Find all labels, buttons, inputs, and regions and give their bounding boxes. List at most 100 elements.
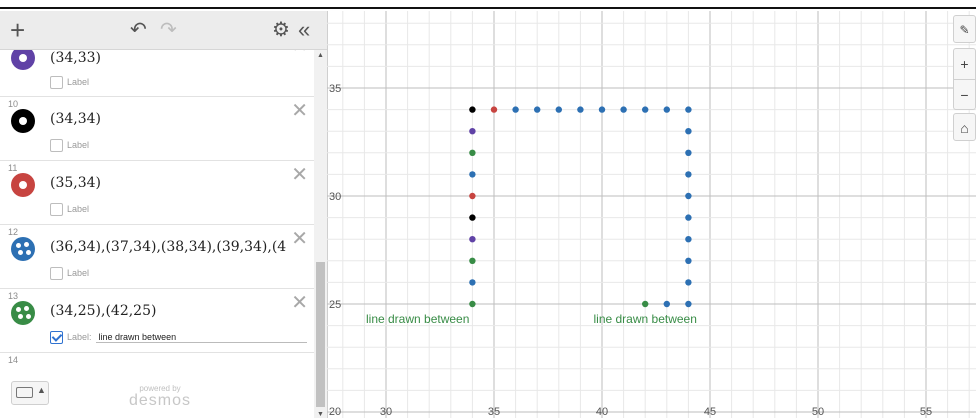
graph-point bbox=[642, 300, 649, 308]
x-tick-label: 50 bbox=[812, 406, 824, 418]
expression-index: 10 bbox=[8, 99, 19, 109]
zoom-out-icon[interactable]: − bbox=[960, 87, 969, 103]
point-label: line drawn between bbox=[366, 312, 469, 326]
x-tick-label: 20 bbox=[329, 406, 341, 418]
label-checkbox[interactable] bbox=[50, 76, 63, 89]
graph-point bbox=[469, 236, 476, 243]
label-text: Label bbox=[67, 76, 90, 87]
top-border bbox=[0, 0, 976, 9]
scroll-down-icon[interactable]: ▼ bbox=[317, 411, 324, 418]
graph-point bbox=[642, 106, 649, 113]
gear-icon[interactable]: ⚙ bbox=[272, 19, 290, 41]
graph-point bbox=[685, 106, 692, 113]
graph-point bbox=[555, 106, 562, 113]
graph-point bbox=[685, 279, 692, 286]
expression-input[interactable]: (35,34) bbox=[50, 175, 102, 191]
scrollbar[interactable]: ▲ ▼ bbox=[314, 50, 327, 418]
graph-point bbox=[490, 106, 498, 113]
close-icon[interactable]: ✕ bbox=[291, 100, 308, 122]
expression-input[interactable]: (34,25),(42,25) bbox=[50, 303, 157, 319]
graph-point bbox=[685, 236, 692, 243]
color-swatch-icon[interactable] bbox=[11, 109, 35, 133]
label-option[interactable]: Label: line drawn between bbox=[50, 331, 307, 344]
graph-point bbox=[598, 106, 606, 113]
graph-point bbox=[469, 106, 476, 113]
label-checkbox[interactable] bbox=[50, 139, 63, 152]
point-label: line drawn between bbox=[593, 312, 696, 326]
color-swatch-icon[interactable] bbox=[11, 173, 35, 197]
label-option[interactable]: Label bbox=[50, 76, 89, 89]
graph-point bbox=[469, 171, 476, 178]
graph-point bbox=[469, 214, 476, 221]
zoom-in-icon[interactable]: + bbox=[954, 49, 975, 80]
graph-point bbox=[663, 106, 670, 113]
close-icon[interactable]: ✕ bbox=[291, 292, 308, 314]
expression-row[interactable]: 13 (34,25),(42,25) ✕ Label: line drawn be… bbox=[0, 289, 314, 353]
expression-input[interactable]: (34,34) bbox=[50, 111, 102, 127]
collapse-icon[interactable]: « bbox=[298, 17, 311, 42]
expression-index: 11 bbox=[8, 163, 18, 173]
label-checkbox[interactable] bbox=[50, 331, 63, 344]
label-option[interactable]: Label bbox=[50, 203, 89, 216]
label-checkbox[interactable] bbox=[50, 267, 63, 280]
graph-canvas[interactable]: 20 30 35 40 45 50 55 35 30 25 line drawn between li… bbox=[327, 11, 976, 418]
label-text: Label bbox=[67, 267, 90, 278]
scrollbar-thumb[interactable] bbox=[316, 262, 325, 407]
y-tick-label: 30 bbox=[329, 191, 341, 203]
expression-index: 12 bbox=[8, 227, 19, 237]
expression-row[interactable]: 11 (35,34) ✕ Label bbox=[0, 161, 314, 225]
expression-row[interactable]: 10 (34,34) ✕ Label bbox=[0, 97, 314, 161]
graph-point bbox=[620, 106, 627, 113]
x-tick-label: 45 bbox=[704, 406, 716, 418]
expression-row[interactable]: 14 bbox=[0, 353, 314, 418]
graph-point bbox=[534, 106, 541, 113]
desmos-logo[interactable]: desmos bbox=[128, 392, 192, 409]
close-icon[interactable]: ✕ bbox=[291, 228, 308, 250]
label-text: Label bbox=[67, 203, 90, 214]
expression-list: (34,33) ✕ Label 10 (34,34) ✕ Label 11 (3… bbox=[0, 50, 314, 418]
graph-point bbox=[469, 279, 476, 286]
caret-up-icon: ▲ bbox=[37, 385, 46, 395]
label-option[interactable]: Label bbox=[50, 267, 89, 280]
graph-point bbox=[469, 300, 476, 308]
x-tick-label: 30 bbox=[380, 406, 392, 418]
scroll-up-icon[interactable]: ▲ bbox=[317, 52, 324, 59]
expression-input[interactable]: (34,33) bbox=[50, 50, 102, 66]
x-tick-label: 55 bbox=[920, 406, 932, 418]
graph-point bbox=[469, 192, 476, 200]
zoom-controls: + − bbox=[953, 48, 976, 110]
expression-index: 13 bbox=[8, 291, 19, 301]
expression-toolbar: + ↶ ↷ ⚙ « bbox=[0, 11, 327, 50]
graph-point bbox=[685, 128, 692, 135]
graph-point bbox=[685, 149, 692, 156]
expression-input[interactable]: (36,34),(37,34),(38,34),(39,34),(40,3 bbox=[50, 239, 286, 255]
keyboard-button[interactable]: ▲ bbox=[11, 381, 49, 405]
color-swatch-icon[interactable] bbox=[11, 50, 35, 70]
x-tick-label: 40 bbox=[596, 406, 608, 418]
close-icon[interactable]: ✕ bbox=[291, 50, 308, 56]
label-option[interactable]: Label bbox=[50, 139, 89, 152]
graph-settings-button[interactable]: ✎ bbox=[953, 15, 976, 43]
color-swatch-icon[interactable] bbox=[11, 237, 35, 261]
graph-point bbox=[685, 171, 692, 178]
graph-point bbox=[663, 300, 670, 308]
expression-index: 14 bbox=[8, 355, 19, 365]
redo-icon[interactable]: ↷ bbox=[160, 19, 177, 41]
graph-point bbox=[512, 106, 519, 113]
label-input[interactable]: line drawn between bbox=[95, 332, 307, 343]
expression-row[interactable]: 12 (36,34),(37,34),(38,34),(39,34),(40,3… bbox=[0, 225, 314, 289]
label-checkbox[interactable] bbox=[50, 203, 63, 216]
close-icon[interactable]: ✕ bbox=[291, 164, 308, 186]
y-tick-label: 25 bbox=[329, 299, 341, 311]
undo-icon[interactable]: ↶ bbox=[130, 19, 147, 41]
y-tick-label: 35 bbox=[329, 83, 341, 95]
home-button[interactable]: ⌂ bbox=[953, 113, 976, 141]
graph-paper[interactable]: 20 30 35 40 45 50 55 35 30 25 line drawn between li… bbox=[327, 11, 976, 418]
label-text: Label bbox=[67, 139, 90, 150]
plus-icon[interactable]: + bbox=[10, 15, 26, 45]
graph-point bbox=[469, 257, 476, 264]
expression-row[interactable]: (34,33) ✕ Label bbox=[0, 50, 314, 97]
graph-point bbox=[577, 106, 584, 113]
keyboard-icon bbox=[16, 387, 33, 398]
color-swatch-icon[interactable] bbox=[11, 301, 35, 325]
